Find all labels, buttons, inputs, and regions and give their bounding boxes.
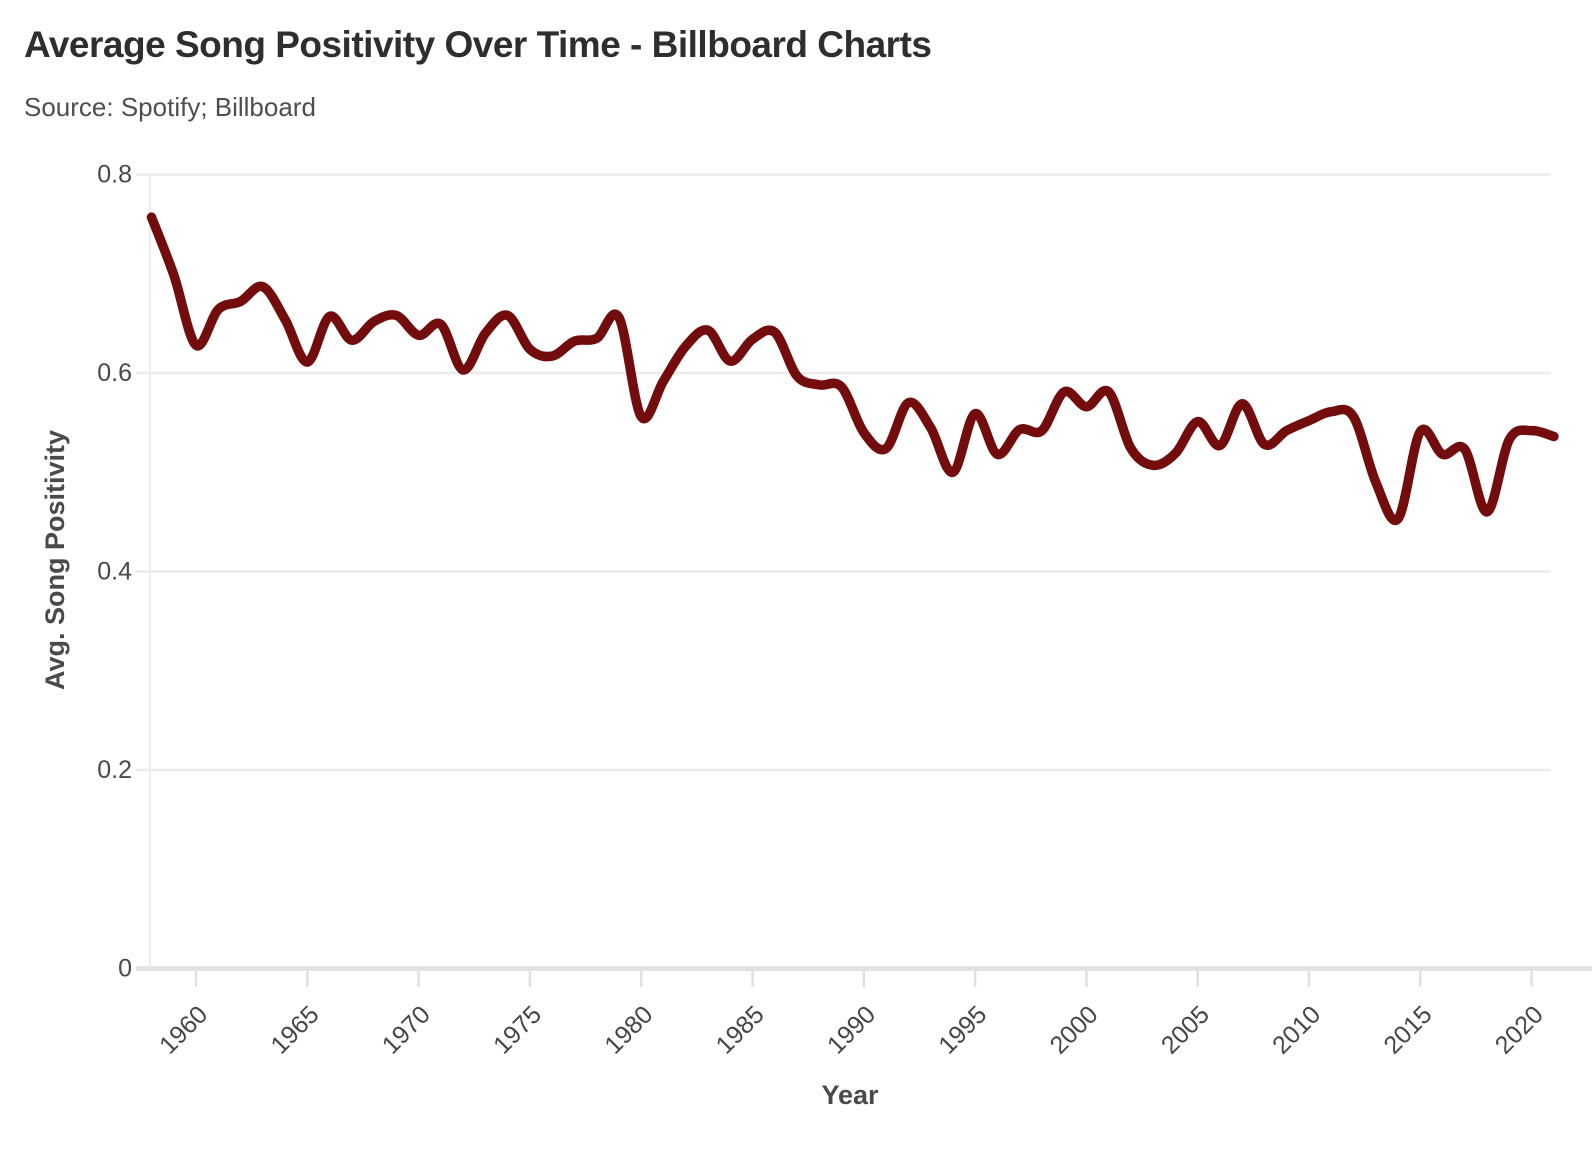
y-tick-label: 0 xyxy=(118,955,132,983)
x-tick-label: 1985 xyxy=(711,1000,770,1059)
y-tick-label: 0.8 xyxy=(97,161,132,189)
x-tick-label: 1970 xyxy=(377,1000,436,1059)
x-tick-label: 2020 xyxy=(1490,1000,1549,1059)
x-tick-label: 1980 xyxy=(599,1000,658,1059)
y-axis-title: Avg. Song Positivity xyxy=(40,430,70,690)
x-tick-label: 2000 xyxy=(1045,1000,1104,1059)
series-line-avg-song-positivity xyxy=(146,212,1559,526)
x-axis: 1960 1965 1970 1975 1980 1985 1990 1995 2000 2005… xyxy=(154,971,1549,1060)
x-tick-label: 2010 xyxy=(1267,1000,1326,1059)
x-tick-label: 1965 xyxy=(265,1000,324,1059)
x-tick-label: 2005 xyxy=(1156,1000,1215,1059)
y-tick-label: 0.4 xyxy=(97,558,132,586)
chart-source: Source: Spotify; Billboard xyxy=(24,92,316,122)
gridlines xyxy=(136,173,1592,971)
chart-title: Average Song Positivity Over Time - Bill… xyxy=(24,24,932,65)
x-tick-label: 1960 xyxy=(154,1000,213,1059)
x-tick-label: 2015 xyxy=(1378,1000,1437,1059)
y-tick-label: 0.2 xyxy=(97,756,132,784)
y-tick-label: 0.6 xyxy=(97,359,132,387)
x-tick-label: 1995 xyxy=(933,1000,992,1059)
y-axis: 0 0.2 0.4 0.6 0.8 xyxy=(97,161,132,983)
x-tick-label: 1975 xyxy=(488,1000,547,1059)
x-tick-label: 1990 xyxy=(822,1000,881,1059)
x-axis-title: Year xyxy=(821,1080,879,1110)
